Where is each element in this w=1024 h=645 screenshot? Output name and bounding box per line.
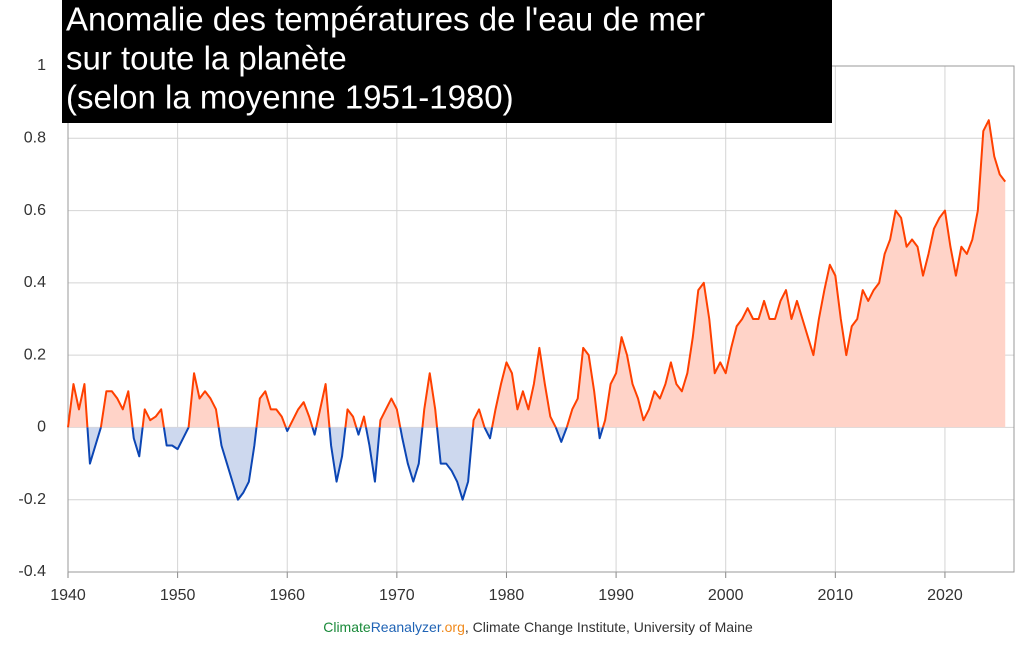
x-tick-label: 1950 xyxy=(160,587,196,604)
x-tick-label: 2000 xyxy=(708,587,744,604)
plot-area: -0.4 -0.2 0 0.2 0.4 0.6 0.8 1 1940 1950 1960 1970 19… xyxy=(18,57,1015,604)
y-tick-label: 0 xyxy=(37,419,46,436)
y-tick-label: 1 xyxy=(37,57,46,74)
source-part: Reanalyzer xyxy=(371,619,442,635)
y-tick-label: 0.8 xyxy=(24,130,46,147)
y-tick-label: -0.2 xyxy=(18,491,46,508)
line xyxy=(67,119,1007,428)
title-box xyxy=(62,0,832,123)
y-tick-label: 0.4 xyxy=(24,274,46,291)
y-tick-label: 0.2 xyxy=(24,346,46,363)
x-tick-label: 1990 xyxy=(598,587,634,604)
x-tick-label: 1960 xyxy=(269,587,305,604)
chart-title: (selon la moyenne 1951-1980) xyxy=(66,79,514,116)
source-part: Climate xyxy=(323,619,371,635)
y-tick-label: -0.4 xyxy=(18,563,46,580)
area xyxy=(68,120,1006,428)
x-tick-label: 1970 xyxy=(379,587,415,604)
source-part: .org xyxy=(441,619,465,635)
source-part: , Climate Change Institute, University o… xyxy=(465,619,753,635)
x-tick-label: 2020 xyxy=(927,587,963,604)
x-tick-label: 2010 xyxy=(818,587,854,604)
x-tick-label: 1980 xyxy=(489,587,525,604)
x-tick-label: 1940 xyxy=(50,587,86,604)
line xyxy=(67,427,604,501)
chart-title: Anomalie des températures de l'eau de me… xyxy=(66,1,705,38)
source: ClimateReanalyzer.org, Climate Change In… xyxy=(323,619,753,635)
chart-title: sur toute la planète xyxy=(66,40,347,77)
y-tick-label: 0.6 xyxy=(24,202,46,219)
